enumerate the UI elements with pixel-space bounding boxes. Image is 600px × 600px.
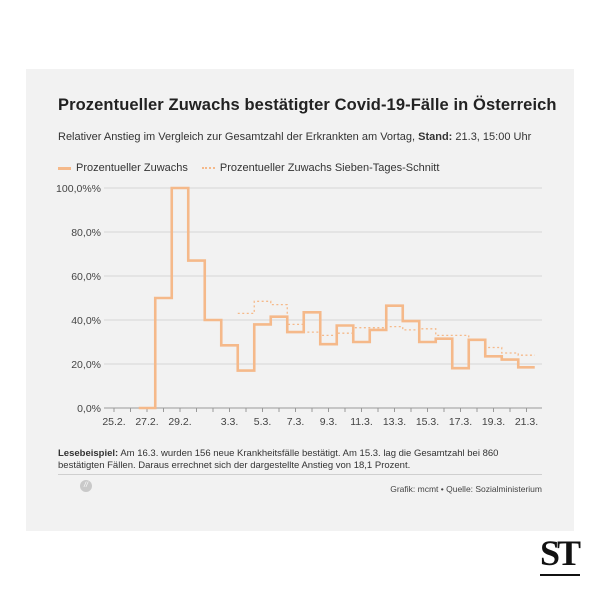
publisher-logo-underline [540,574,580,576]
x-tick-label: 27.2. [135,416,158,428]
brand-logo-icon: // [80,480,92,492]
y-tick-label: 60,0% [71,271,101,283]
x-tick-label: 15.3. [416,416,439,428]
y-tick-label: 20,0% [71,359,101,371]
subtitle-date: 21.3, 15:00 Uhr [452,131,532,143]
legend-label-average: Prozentueller Zuwachs Sieben-Tages-Schni… [219,162,440,174]
x-tick-label: 5.3. [254,416,272,428]
reading-example-label: Lesebeispiel: [58,448,119,459]
x-tick-label: 17.3. [449,416,472,428]
series-line-daily [138,186,535,410]
x-tick-label: 11.3. [350,416,373,428]
legend-item-average: Prozentueller Zuwachs Sieben-Tages-Schni… [201,162,440,174]
source-credit: Grafik: mcmt • Quelle: Sozialministerium [390,484,542,494]
legend-swatch-dotted [201,167,215,169]
x-tick-label: 21.3. [515,416,538,428]
publisher-logo: ST [540,533,581,573]
y-tick-label: 100,0%% [56,183,101,195]
x-tick-label: 9.3. [320,416,338,428]
x-tick-label: 7.3. [287,416,305,428]
legend-label-daily: Prozentueller Zuwachs [76,162,188,174]
footer-divider [58,474,542,475]
x-tick-label: 29.2. [168,416,191,428]
subtitle-stand-label: Stand: [418,131,453,143]
y-tick-label: 80,0% [71,227,101,239]
legend-item-daily: Prozentueller Zuwachs [58,162,188,174]
x-tick-label: 25.2. [102,416,125,428]
x-tick-label: 3.3. [221,416,239,428]
series-line-seven-day-average [237,300,535,356]
x-tick-label: 19.3. [482,416,505,428]
legend-swatch-solid [58,166,71,170]
y-tick-label: 40,0% [71,315,101,327]
x-tick-label: 13.3. [383,416,406,428]
reading-example: Lesebeispiel: Am 16.3. wurden 156 neue K… [58,448,538,472]
subtitle-text: Relativer Anstieg im Vergleich zur Gesam… [58,131,419,143]
chart-title: Prozentueller Zuwachs bestätigter Covid-… [58,96,557,114]
y-tick-label: 0,0% [77,403,101,415]
reading-example-text: Am 16.3. wurden 156 neue Krankheitsfälle… [58,448,499,471]
chart-legend: Prozentueller Zuwachs Prozentueller Zuwa… [58,162,453,174]
chart-card [26,69,574,531]
chart-subtitle: Relativer Anstieg im Vergleich zur Gesam… [58,131,531,143]
